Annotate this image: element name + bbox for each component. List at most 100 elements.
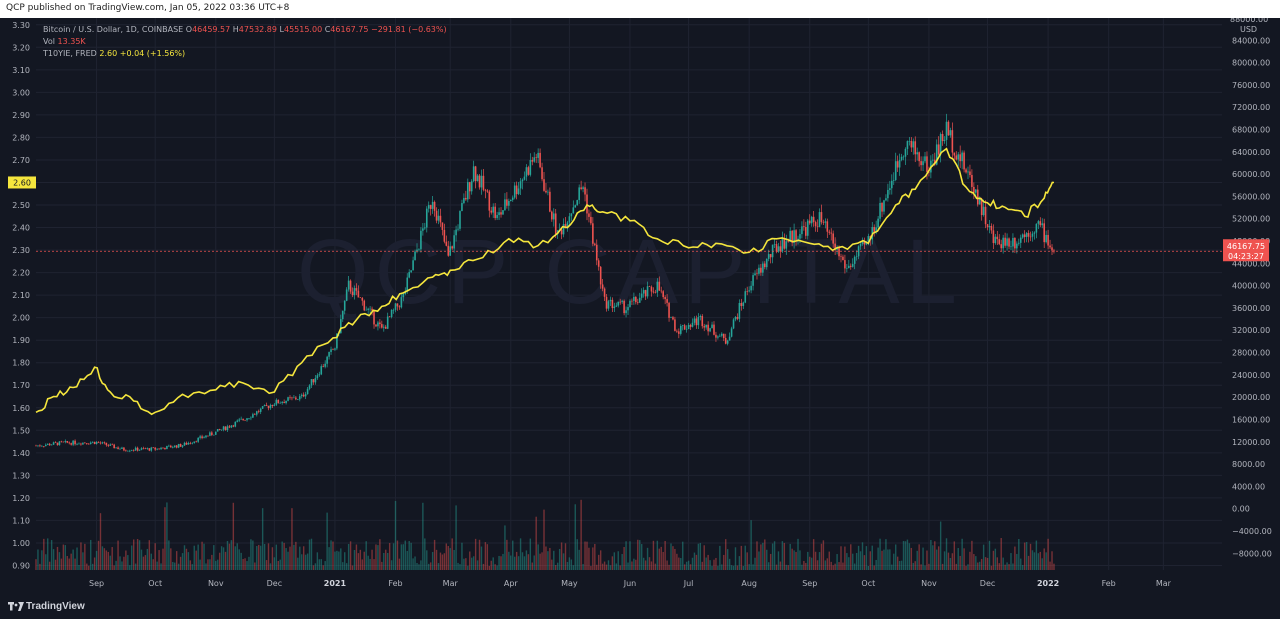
left-tick-label: 2.10	[12, 291, 30, 300]
volume-bar	[267, 543, 270, 570]
candle-body	[68, 442, 71, 444]
candle-body	[853, 256, 856, 264]
candle-body	[756, 273, 758, 275]
candle-body	[39, 445, 41, 447]
candle-body	[113, 444, 115, 449]
publish-line: QCP published on TradingView.com, Jan 05…	[6, 3, 290, 13]
candle-body	[674, 319, 676, 331]
candle-body	[883, 200, 885, 212]
candle-body	[898, 159, 901, 168]
candle-body	[298, 396, 301, 400]
candle-body	[801, 226, 803, 235]
candle-body	[506, 199, 508, 206]
volume-bar	[330, 540, 332, 570]
t10yie-value: 2.60	[99, 49, 118, 58]
legend-symbol-row[interactable]: Bitcoin / U.S. Dollar, 1D, COINBASE O464…	[43, 25, 447, 34]
volume-bar	[172, 561, 174, 570]
candle-body	[519, 181, 522, 189]
volume-bar	[930, 539, 932, 570]
candle-body	[861, 241, 864, 244]
volume-bar	[390, 560, 393, 570]
candle-body	[492, 206, 495, 213]
left-tick-label: 1.90	[12, 336, 30, 345]
candle-body	[398, 306, 401, 308]
candle-body	[463, 197, 465, 204]
price-chart[interactable]: QCP CAPITAL 3.30 3.20 3.10 3.00 2.90 2.80 2.70…	[0, 18, 1280, 596]
volume-bar	[504, 525, 506, 570]
volume-bar	[480, 546, 483, 570]
volume-bar	[154, 543, 156, 570]
right-tick-label: 28000.00	[1232, 349, 1270, 358]
candle-body	[340, 319, 342, 334]
volume-bar	[738, 556, 741, 570]
candle-body	[703, 326, 706, 328]
candle-body	[820, 212, 823, 223]
candle-body	[904, 148, 907, 157]
volume-bar	[627, 562, 629, 570]
candle-body	[508, 200, 510, 206]
candle-body	[238, 419, 241, 421]
candle-body	[297, 399, 299, 400]
candle-body	[763, 263, 766, 268]
volume-bar	[1022, 565, 1024, 570]
legend-t10yie-row[interactable]: T10YIE, FRED 2.60 +0.04 (+1.56%)	[43, 49, 185, 58]
volume-bar	[39, 563, 41, 570]
candle-body	[627, 307, 629, 311]
candle-body	[672, 317, 674, 320]
volume-bar	[220, 546, 223, 570]
volume-bar	[570, 559, 573, 570]
candle-body	[953, 152, 956, 156]
candle-body	[441, 222, 444, 230]
volume-bar	[631, 561, 633, 570]
volume-bar	[605, 564, 608, 570]
candle-body	[420, 230, 422, 250]
volume-bar	[117, 540, 119, 570]
candle-body	[130, 450, 133, 451]
candle-body	[635, 296, 637, 303]
candle-body	[277, 399, 280, 404]
volume-bar	[320, 559, 322, 570]
volume-bar	[332, 541, 334, 570]
volume-bar	[943, 551, 946, 570]
price-tag-label: 46167.75	[1227, 242, 1265, 251]
candle-body	[343, 300, 346, 311]
candle-body	[799, 234, 801, 239]
candle-body	[545, 190, 547, 193]
volume-bar	[726, 549, 729, 570]
candle-body	[431, 201, 434, 209]
candle-body	[232, 425, 235, 427]
volume-bar	[156, 561, 158, 570]
candle-body	[484, 189, 487, 191]
volume-bar	[56, 546, 59, 570]
volume-bar	[998, 563, 1000, 570]
candle-body	[975, 189, 977, 193]
candle-body	[890, 180, 893, 189]
candle-body	[101, 442, 104, 444]
time-tick-label: Feb	[1102, 579, 1116, 588]
candle-body	[752, 275, 754, 286]
volume-bar	[895, 544, 897, 570]
volume-bar	[812, 539, 815, 570]
volume-bar	[512, 540, 514, 570]
volume-bar	[904, 541, 907, 570]
left-tick-label: 1.10	[12, 516, 30, 525]
candle-body	[525, 167, 528, 177]
volume-bar	[302, 546, 305, 570]
volume-bar	[132, 539, 135, 570]
high-value: 47532.89	[238, 25, 277, 34]
candle-body	[461, 203, 463, 212]
volume-bar	[244, 558, 246, 570]
volume-bar	[877, 547, 879, 570]
volume-bar	[852, 553, 854, 570]
volume-bar	[725, 539, 727, 570]
volume-bar	[642, 557, 645, 570]
volume-bar	[959, 555, 961, 570]
volume-bar	[523, 556, 526, 570]
candle-body	[498, 212, 500, 216]
volume-bar	[236, 543, 238, 570]
candle-body	[476, 175, 479, 182]
candle-body	[250, 417, 252, 419]
legend-volume-row[interactable]: Vol 13.35K	[43, 37, 86, 46]
candle-body	[521, 179, 524, 182]
volume-bar	[564, 543, 567, 570]
